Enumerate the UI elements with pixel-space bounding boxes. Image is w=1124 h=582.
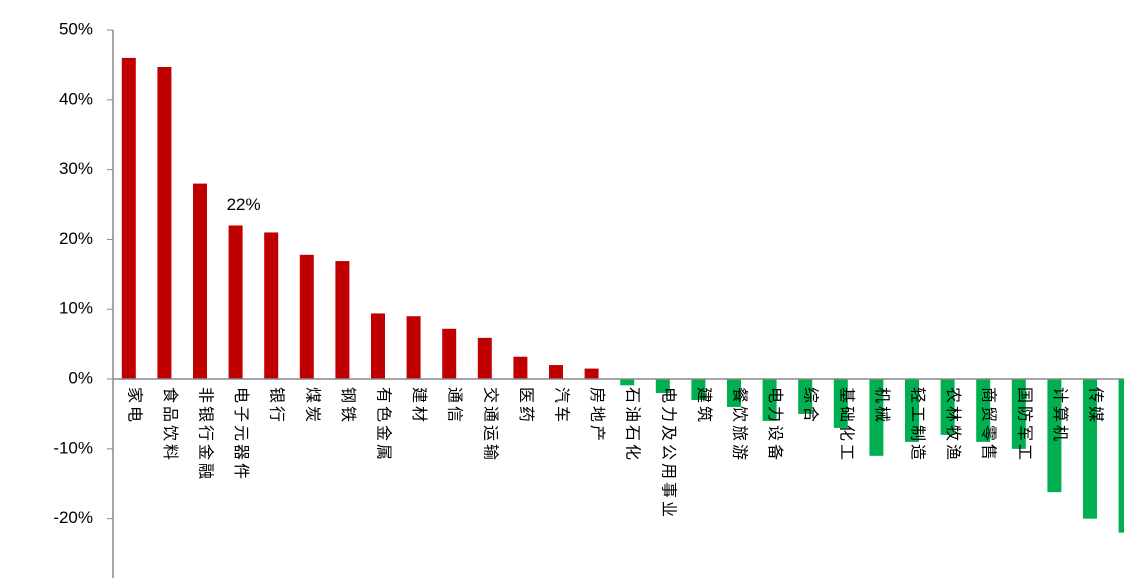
x-tick-label: 医药 [517,387,536,425]
x-tick-label: 电力及公用事业 [659,387,678,520]
x-tick-label: 纺织服装 [1122,387,1124,463]
x-tick-label: 食品饮料 [161,387,180,463]
y-tick-label: 0% [68,369,93,388]
bar [905,379,919,442]
y-tick-label: 40% [59,89,93,108]
bar [406,316,421,380]
x-tick-label: 有色金属 [375,387,394,463]
x-tick-label: 银行 [268,387,287,425]
bar [264,232,279,380]
x-tick-label: 交通运输 [481,387,500,463]
x-tick-label: 农林牧渔 [944,387,963,463]
bar [798,379,813,414]
bar [371,313,385,380]
bar [1083,379,1097,519]
x-tick-label: 餐饮旅游 [731,387,750,463]
x-tick-label: 通信 [446,387,465,425]
x-tick-label: 非银行金融 [197,387,216,482]
x-tick-label: 基础化工 [837,387,856,463]
bar [228,225,243,380]
bar [691,379,706,400]
bar [193,183,207,380]
y-tick-label: -10% [53,438,93,457]
y-tick-label: 20% [59,229,93,248]
bar [976,379,991,442]
bar [620,379,635,386]
bar [1011,379,1026,449]
y-tick-label: 30% [59,159,93,178]
x-tick-label: 石油石化 [624,387,643,463]
x-tick-label: 国防军工 [1015,387,1034,463]
x-tick-label: 电力设备 [766,387,785,463]
x-tick-label: 机械 [873,387,892,425]
bar [477,337,492,380]
x-tick-label: 电子元器件 [232,387,251,482]
x-tick-label: 传媒 [1087,387,1106,425]
bar [762,379,777,421]
x-tick-label: 煤炭 [303,387,322,425]
bar [584,368,599,380]
bar [833,379,848,428]
bar [513,356,528,380]
x-tick-label: 钢铁 [339,387,358,425]
y-tick-label: -20% [53,508,93,527]
x-tick-label: 商贸零售 [980,387,999,463]
bar [157,66,172,380]
bar [1118,379,1124,533]
bar [727,379,741,407]
bar [299,254,314,380]
x-tick-label: 建筑 [695,387,714,425]
bar [335,261,350,380]
data-label: 22% [227,195,261,214]
bar [442,328,457,380]
bar [121,57,136,380]
bar [869,379,884,456]
bar [1047,379,1062,493]
x-tick-label: 计算机 [1051,387,1070,444]
x-tick-label: 综合 [802,387,821,425]
x-tick-label: 汽车 [553,387,572,425]
x-tick-label: 轻工制造 [909,387,928,463]
bar [655,379,670,394]
y-tick-label: 10% [59,299,93,318]
bar [549,365,563,380]
y-tick-label: 50% [59,19,93,38]
x-tick-label: 家电 [125,387,144,425]
x-tick-label: 房地产 [588,387,607,444]
x-tick-label: 建材 [410,387,429,425]
bar [940,379,955,435]
